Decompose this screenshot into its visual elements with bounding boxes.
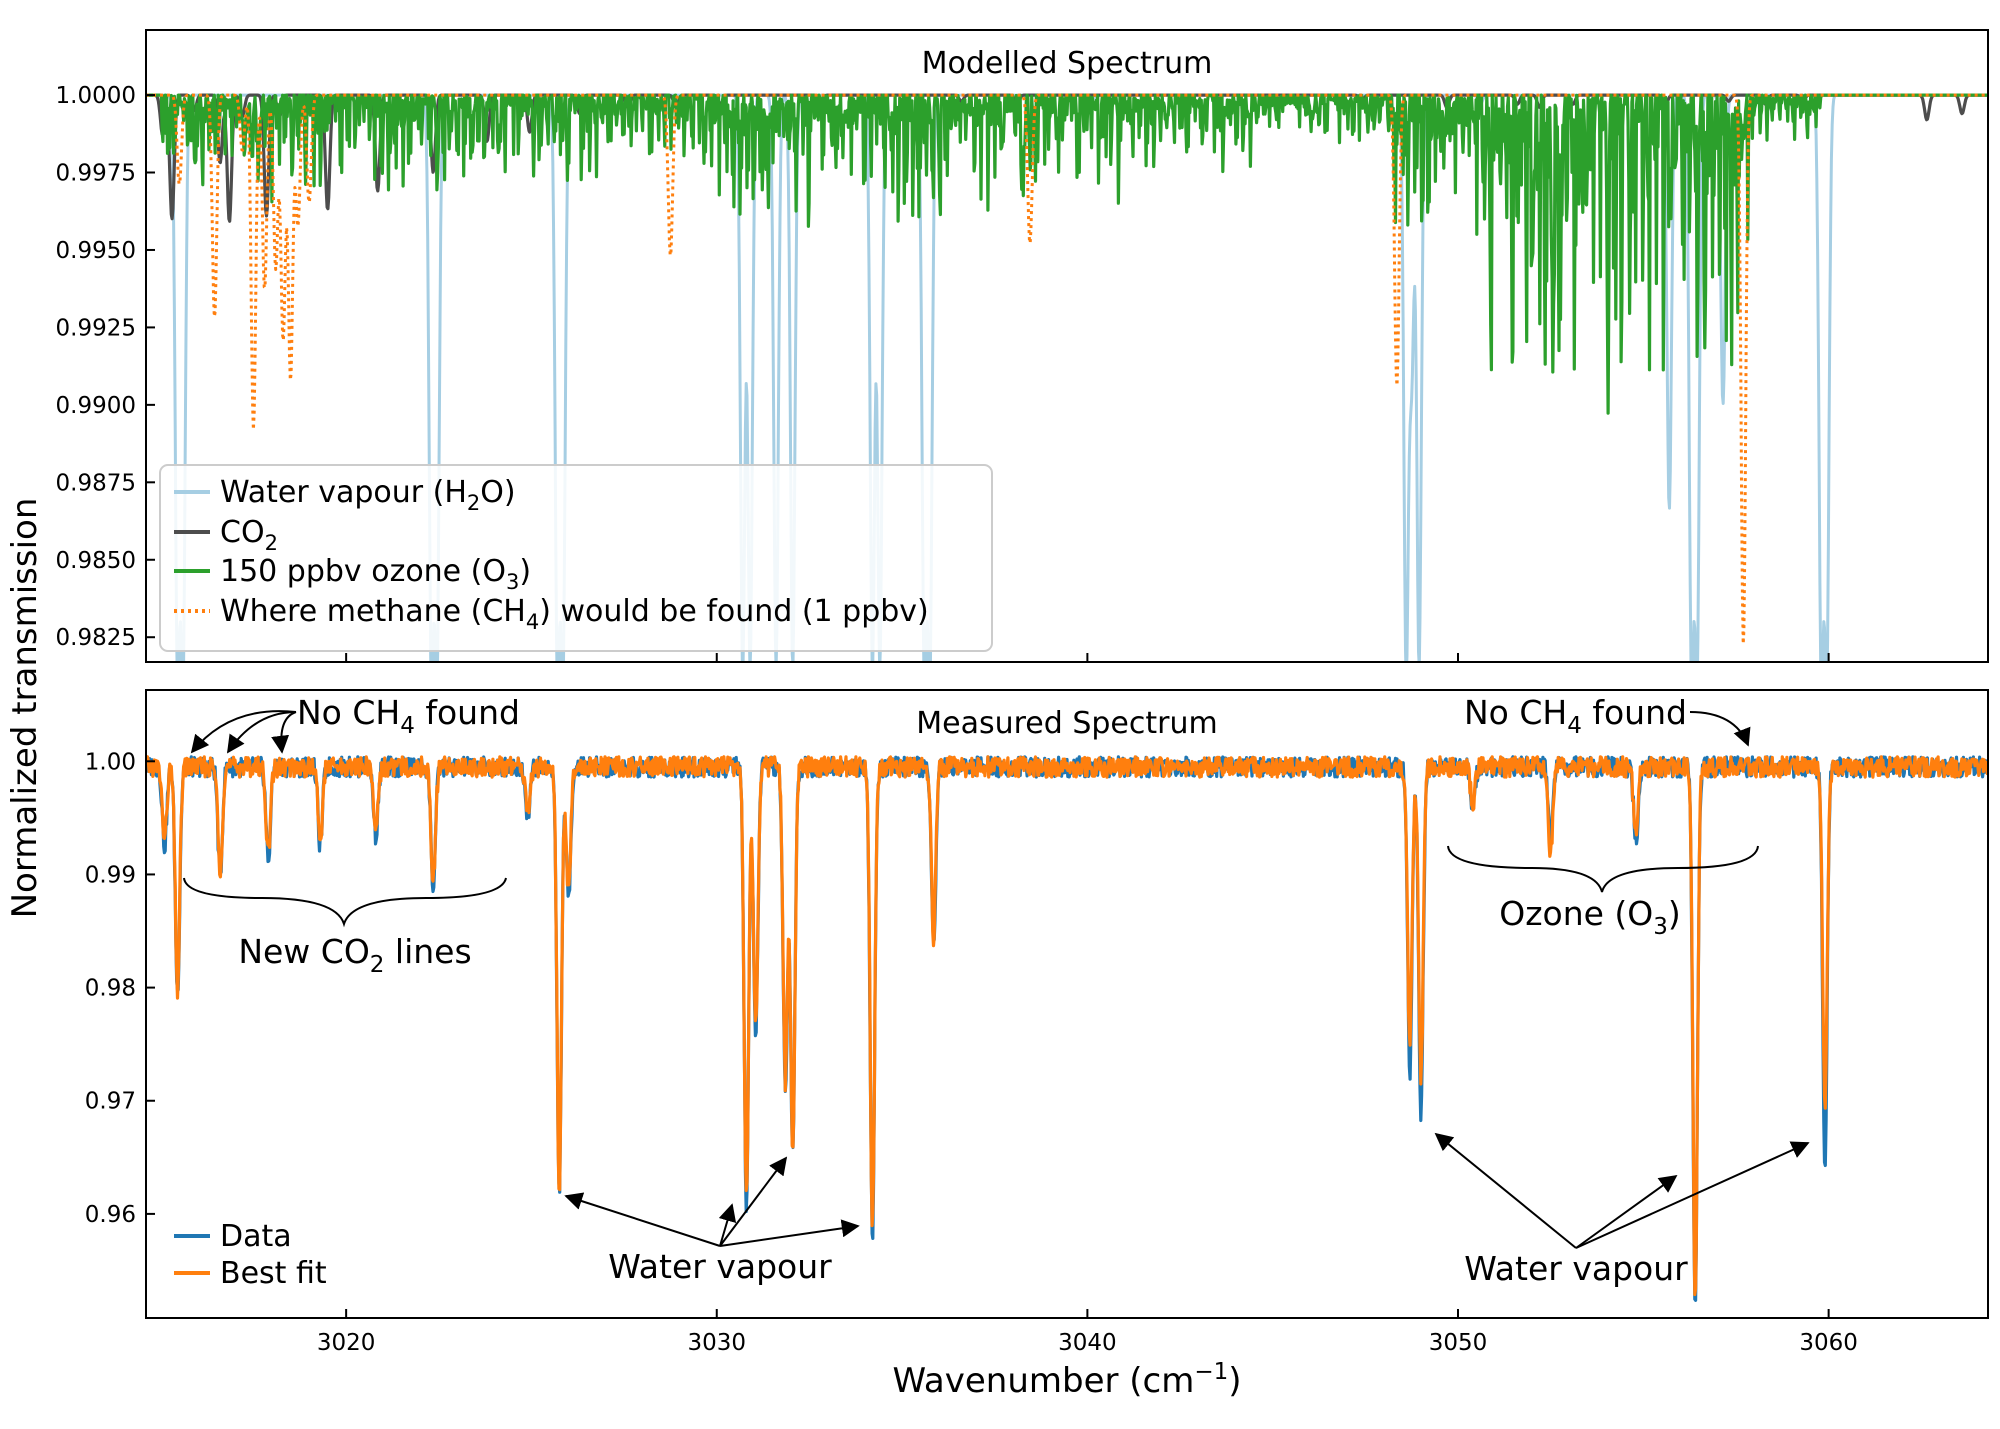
y-tick-label: 0.9900	[56, 393, 136, 419]
arrow-water-right-2	[1575, 1174, 1678, 1249]
legend-label-ozone: 150 ppbv ozone (O3)	[220, 554, 531, 594]
x-tick-label: 3030	[687, 1330, 746, 1356]
top-series-group	[146, 93, 1988, 662]
annotation-water-left: Water vapour	[608, 1247, 832, 1286]
bottom-legend: Data Best fit	[174, 1219, 327, 1291]
x-tick-label: 3050	[1429, 1330, 1488, 1356]
y-tick-label: 1.0000	[56, 83, 136, 109]
legend-label-best-fit: Best fit	[220, 1256, 327, 1291]
arrow-no-ch4-right	[1689, 711, 1751, 747]
brace-new-co2	[183, 877, 507, 928]
bottom-panel-title: Measured Spectrum	[916, 706, 1217, 741]
annotation-ozone: Ozone (O3)	[1499, 894, 1681, 940]
y-tick-label: 0.9850	[56, 548, 136, 574]
x-tick-label: 3060	[1799, 1330, 1858, 1356]
arrow-no-ch4-2	[226, 711, 297, 754]
y-tick-label: 0.96	[85, 1202, 136, 1228]
top-y-axis: 0.9825 0.9850 0.9875 0.9900 0.9925 0.9950 0.99…	[56, 83, 155, 651]
annotation-water-right: Water vapour	[1464, 1249, 1688, 1288]
arrow-water-left-4	[719, 1219, 860, 1247]
arrow-water-left-3	[719, 1156, 788, 1247]
annotation-new-co2: New CO2 lines	[238, 932, 471, 978]
bottom-panel: 0.96 0.97 0.98 0.99 1.00 3020 3030 3040 3050 306…	[85, 689, 1989, 1356]
annotation-no-ch4-left: No CH4 found	[297, 693, 520, 739]
series-line-150-ppbv-ozone-o	[146, 93, 1988, 415]
legend-label-water: Water vapour (H2O)	[220, 475, 516, 515]
series-line-data	[146, 755, 1988, 1302]
arrow-water-right-3	[1575, 1141, 1810, 1249]
y-tick-label: 0.9950	[56, 238, 136, 264]
y-tick-label: 0.9825	[56, 625, 136, 651]
y-tick-label: 1.00	[85, 749, 136, 775]
top-panel: 0.9825 0.9850 0.9875 0.9900 0.9925 0.9950 0.99…	[56, 29, 1989, 663]
x-tick-label: 3020	[317, 1330, 376, 1356]
y-axis-label: Normalized transmission	[5, 498, 45, 919]
bottom-series-group	[146, 755, 1988, 1302]
arrow-no-ch4-1	[190, 710, 297, 754]
bottom-x-axis: 3020 3030 3040 3050 3060	[317, 1309, 1858, 1356]
series-line-where-methane-ch-would-be-found-1-ppbv	[146, 93, 1988, 646]
legend-label-methane: Where methane (CH4) would be found (1 pp…	[220, 594, 929, 634]
y-tick-label: 0.9975	[56, 161, 136, 187]
top-legend: Water vapour (H2O) CO2 150 ppbv ozone (O…	[159, 464, 993, 652]
x-tick-label: 3040	[1058, 1330, 1117, 1356]
y-tick-label: 0.97	[85, 1089, 136, 1115]
bottom-y-axis: 0.96 0.97 0.98 0.99 1.00	[85, 749, 155, 1228]
arrow-water-left-1	[564, 1192, 721, 1247]
arrow-water-right-1	[1434, 1132, 1577, 1249]
top-panel-title: Modelled Spectrum	[922, 46, 1213, 81]
bottom-plot-frame	[145, 689, 1989, 1319]
y-tick-label: 0.9875	[56, 470, 136, 496]
top-legend-box	[159, 464, 993, 652]
series-line-best-fit	[146, 755, 1988, 1297]
legend-label-co2: CO2	[220, 515, 278, 555]
x-axis-label: Wavenumber (cm−1)	[892, 1359, 1241, 1401]
brace-ozone	[1447, 845, 1759, 893]
y-tick-label: 0.99	[85, 862, 136, 888]
arrow-no-ch4-3	[271, 711, 297, 754]
legend-label-data: Data	[220, 1219, 292, 1254]
top-x-axis	[345, 653, 1830, 662]
top-plot-frame	[145, 29, 1989, 663]
annotations: No CH4 found No CH4 found New CO2 lines …	[183, 693, 1810, 1288]
y-tick-label: 0.98	[85, 976, 136, 1002]
annotation-no-ch4-right: No CH4 found	[1464, 693, 1687, 739]
y-tick-label: 0.9925	[56, 315, 136, 341]
arrow-water-left-2	[718, 1203, 737, 1247]
